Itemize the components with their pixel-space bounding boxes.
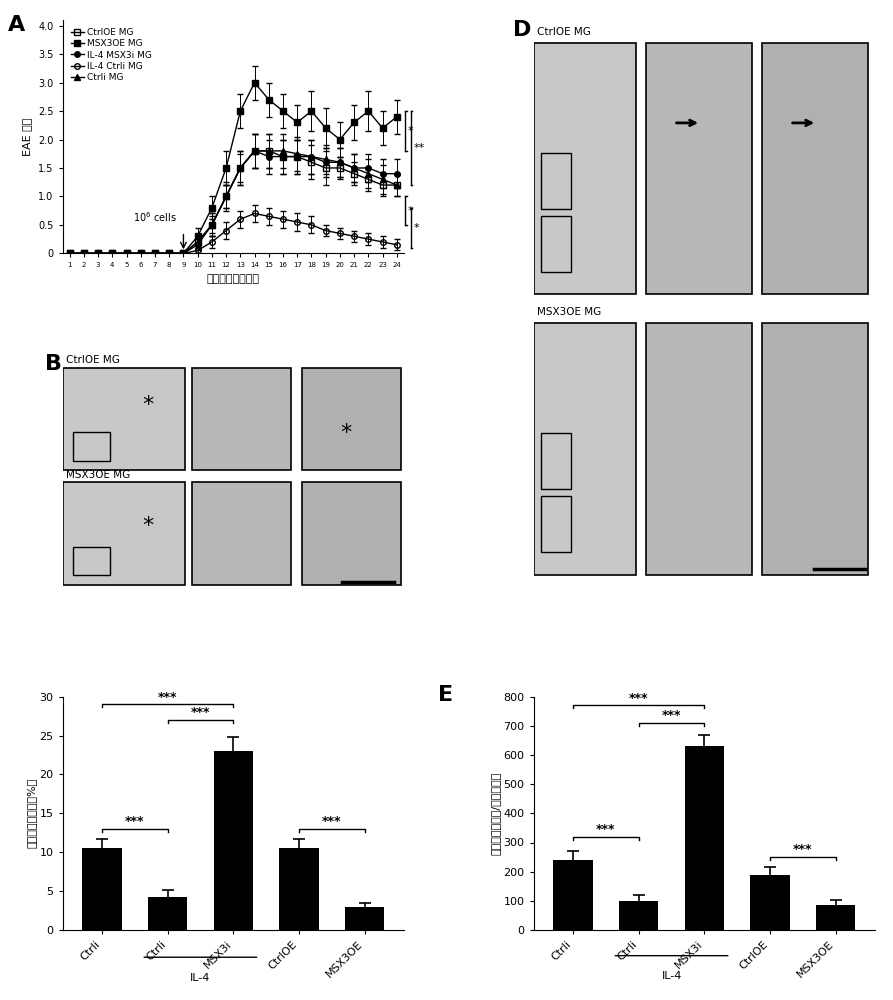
Bar [72,547,111,575]
Bar [213,751,253,930]
Text: *: * [407,126,413,136]
Bar [540,216,572,272]
Y-axis label: EAE 评分: EAE 评分 [22,117,32,156]
Text: A: A [8,15,25,35]
Bar [647,43,752,294]
Text: ***: *** [158,691,178,704]
Bar [192,368,291,470]
Text: ***: *** [597,823,615,836]
Bar [534,43,636,294]
Bar [540,496,572,552]
Bar [816,905,855,930]
Bar [345,907,384,930]
Text: ***: *** [190,706,210,719]
Text: ***: *** [662,709,681,722]
Text: ***: *** [322,815,341,828]
Text: E: E [438,685,454,705]
Bar [554,860,593,930]
Bar [534,323,636,575]
Y-axis label: 炎细胞浸润数（/平方毫米）: 炎细胞浸润数（/平方毫米） [491,772,501,855]
Text: *: * [340,423,352,443]
Text: MSX3OE MG: MSX3OE MG [537,307,601,317]
Text: *: * [142,395,154,415]
Bar [540,153,572,209]
Bar [82,848,121,930]
Bar [763,43,868,294]
Bar [647,323,752,575]
Bar [302,368,401,470]
Legend: CtrlOE MG, MSX3OE MG, IL-4 MSX3i MG, IL-4 Ctrli MG, Ctrli MG: CtrlOE MG, MSX3OE MG, IL-4 MSX3i MG, IL-… [67,25,155,86]
Text: D: D [513,20,531,40]
Text: B: B [46,354,63,374]
Bar [72,432,111,461]
Text: MSX3OE MG: MSX3OE MG [66,470,130,480]
Text: *: * [142,516,154,536]
Bar [192,482,291,585]
Bar [619,901,658,930]
Y-axis label: 脱髓鞘白质比例（%）: 脱髓鞘白质比例（%） [27,778,37,848]
Bar [148,897,188,930]
Text: CtrlOE MG: CtrlOE MG [66,355,120,365]
Bar [302,482,401,585]
Text: CtrlOE MG: CtrlOE MG [537,27,591,37]
Text: ***: *** [125,815,145,828]
Text: **: ** [413,143,424,153]
Text: $10^6$ cells: $10^6$ cells [133,210,177,224]
Text: *: * [407,206,413,216]
X-axis label: 免疫后时间（天）: 免疫后时间（天） [207,274,260,284]
Bar [63,368,186,470]
Bar [540,433,572,489]
Text: ***: *** [629,692,648,705]
Bar [280,848,319,930]
Text: IL-4: IL-4 [190,973,211,983]
Bar [685,746,724,930]
Text: *: * [413,223,419,233]
Text: ***: *** [793,843,813,856]
Bar [63,482,186,585]
Bar [750,875,789,930]
Bar [763,323,868,575]
Text: IL-4: IL-4 [662,971,681,981]
